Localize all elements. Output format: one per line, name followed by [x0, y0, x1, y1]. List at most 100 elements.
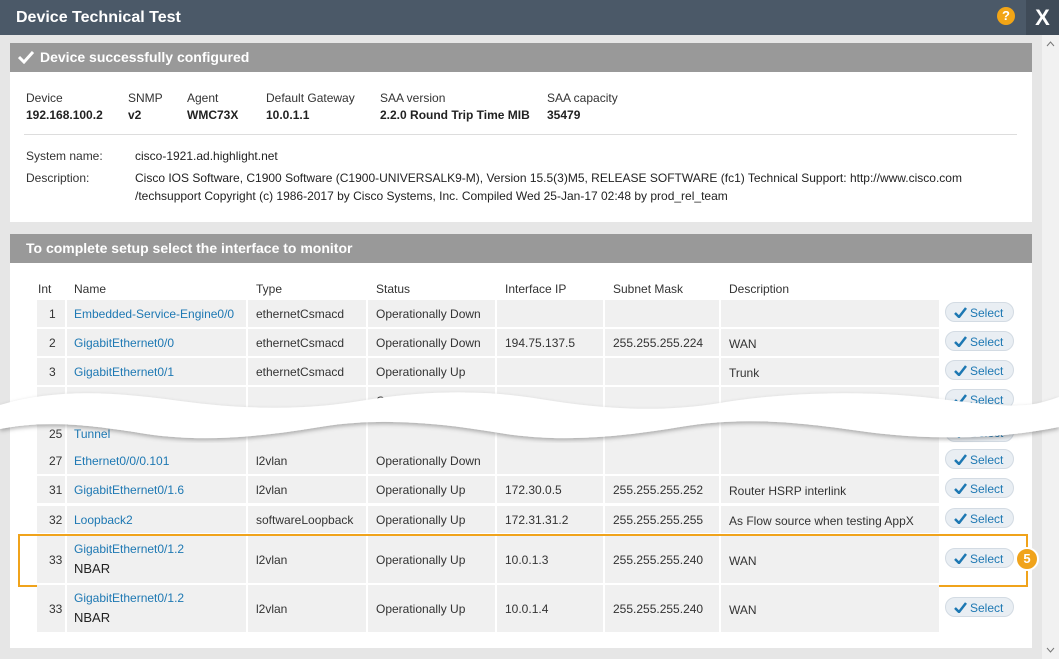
cell-int: 33: [49, 601, 63, 616]
cell-separator: [495, 447, 497, 474]
success-text: Device successfully configured: [40, 49, 250, 65]
select-button[interactable]: Select: [945, 330, 1014, 351]
table-row[interactable]: [37, 536, 939, 583]
cell-description: WAN: [729, 602, 757, 617]
cell-separator: [495, 506, 497, 533]
select-button[interactable]: Select: [945, 359, 1014, 380]
interface-subname: NBAR: [74, 610, 111, 625]
check-icon: [954, 306, 967, 318]
close-button[interactable]: X: [1026, 0, 1059, 35]
cell-separator: [495, 300, 497, 327]
table-row[interactable]: [37, 300, 939, 327]
cell-separator: [65, 300, 67, 327]
info-value: 35479: [547, 108, 581, 122]
cell-status: Operationally Down: [376, 335, 481, 350]
cell-ip: 172.31.31.2: [505, 512, 569, 527]
interface-link[interactable]: GigabitEthernet0/1.6: [74, 482, 185, 497]
cell-separator: [65, 536, 67, 583]
cell-separator: [603, 300, 605, 327]
cell-separator: [246, 536, 248, 583]
cell-description: As Flow source when testing AppX: [729, 513, 914, 528]
interface-link[interactable]: Ethernet0/0/0.101: [74, 453, 170, 468]
column-header: Status: [376, 282, 411, 296]
cell-status: Operationally Down: [376, 453, 481, 468]
cell-separator: [719, 358, 721, 385]
cell-int: 33: [49, 552, 63, 567]
interface-subname: NBAR: [74, 561, 111, 576]
cell-separator: [366, 476, 368, 503]
column-header: Interface IP: [505, 282, 567, 296]
check-icon: [954, 364, 967, 376]
interface-link[interactable]: Tunnel: [74, 426, 111, 441]
check-icon: [954, 482, 967, 494]
interface-link[interactable]: GigabitEthernet0/1.2: [74, 591, 185, 605]
cell-separator: [495, 329, 497, 356]
dialog-title: Device Technical Test: [16, 9, 181, 26]
cell-separator: [65, 506, 67, 533]
cell-description: WAN: [729, 553, 757, 568]
cell-separator: [65, 585, 67, 632]
cell-ip: 10.0.1.3: [505, 552, 549, 567]
cell-int: 32: [49, 512, 63, 527]
cell-separator: [719, 300, 721, 327]
interface-link[interactable]: GigabitEthernet0/1: [74, 364, 175, 379]
select-button[interactable]: Select: [945, 547, 1014, 568]
interface-link[interactable]: GigabitEthernet0/1.2: [74, 542, 185, 556]
cell-separator: [246, 476, 248, 503]
system-name: cisco-1921.ad.highlight.net: [135, 149, 278, 163]
table-row[interactable]: [37, 476, 939, 503]
cell-separator: [495, 536, 497, 583]
cell-status: Operationally Up: [376, 601, 466, 616]
info-label: SAA version: [380, 91, 446, 105]
cell-separator: [719, 329, 721, 356]
cell-mask: 255.255.255.240: [613, 601, 704, 616]
cell-status: Operationally Up: [376, 364, 466, 379]
device-panel: Device 192.168.100.2 SNMP v2 Agent WMC73X Defa…: [10, 72, 1032, 222]
cell-separator: [719, 447, 721, 474]
cell-ip: 10.0.1.4: [505, 601, 549, 616]
cell-separator: [603, 585, 605, 632]
cell-type: l2vlan: [256, 453, 288, 468]
cell-separator: [366, 536, 368, 583]
cell-description: Trunk: [729, 365, 760, 380]
interface-link[interactable]: GigabitEthernet0/0: [74, 335, 175, 350]
description-line: Cisco IOS Software, C1900 Software (C190…: [135, 171, 962, 185]
scrollbar[interactable]: [1042, 35, 1059, 659]
table-row[interactable]: [37, 329, 939, 356]
info-value: 10.0.1.1: [266, 108, 310, 122]
success-banner: Device successfully configured: [10, 43, 1032, 72]
cell-separator: [246, 387, 248, 414]
cell-separator: [495, 476, 497, 503]
select-button[interactable]: Select: [945, 507, 1014, 528]
table-row[interactable]: [37, 506, 939, 533]
table-row[interactable]: [37, 585, 939, 632]
cell-separator: [719, 420, 721, 447]
cell-mask: 255.255.255.255: [613, 512, 704, 527]
interface-link[interactable]: Loopback2: [74, 512, 133, 527]
help-button[interactable]: ?: [997, 7, 1015, 25]
cell-description: Router HSRP interlink: [729, 483, 847, 498]
select-button[interactable]: Select: [945, 301, 1014, 322]
cell-separator: [603, 387, 605, 414]
select-button[interactable]: Select: [945, 448, 1014, 469]
cell-type: ethernetCsmacd: [256, 335, 345, 350]
check-icon: [954, 453, 967, 465]
cell-status: Operationally Up: [376, 482, 466, 497]
cell-int: 31: [49, 482, 63, 497]
info-value: WMC73X: [187, 108, 239, 122]
cell-type: l2vlan: [256, 482, 288, 497]
interface-link[interactable]: Embedded-Service-Engine0/0: [74, 306, 235, 321]
table-row[interactable]: [37, 447, 939, 474]
cell-mask: 255.255.255.240: [613, 552, 704, 567]
cell-separator: [603, 506, 605, 533]
cell-separator: [366, 329, 368, 356]
column-header: Type: [256, 282, 283, 296]
cell-separator: [719, 585, 721, 632]
table-row[interactable]: [37, 358, 939, 385]
cell-mask: 255.255.255.252: [613, 482, 704, 497]
select-button[interactable]: Select: [945, 477, 1014, 498]
cell-type: l2vlan: [256, 552, 288, 567]
cell-separator: [603, 358, 605, 385]
scroll-arrows: [1046, 41, 1055, 653]
select-button[interactable]: Select: [945, 596, 1014, 617]
